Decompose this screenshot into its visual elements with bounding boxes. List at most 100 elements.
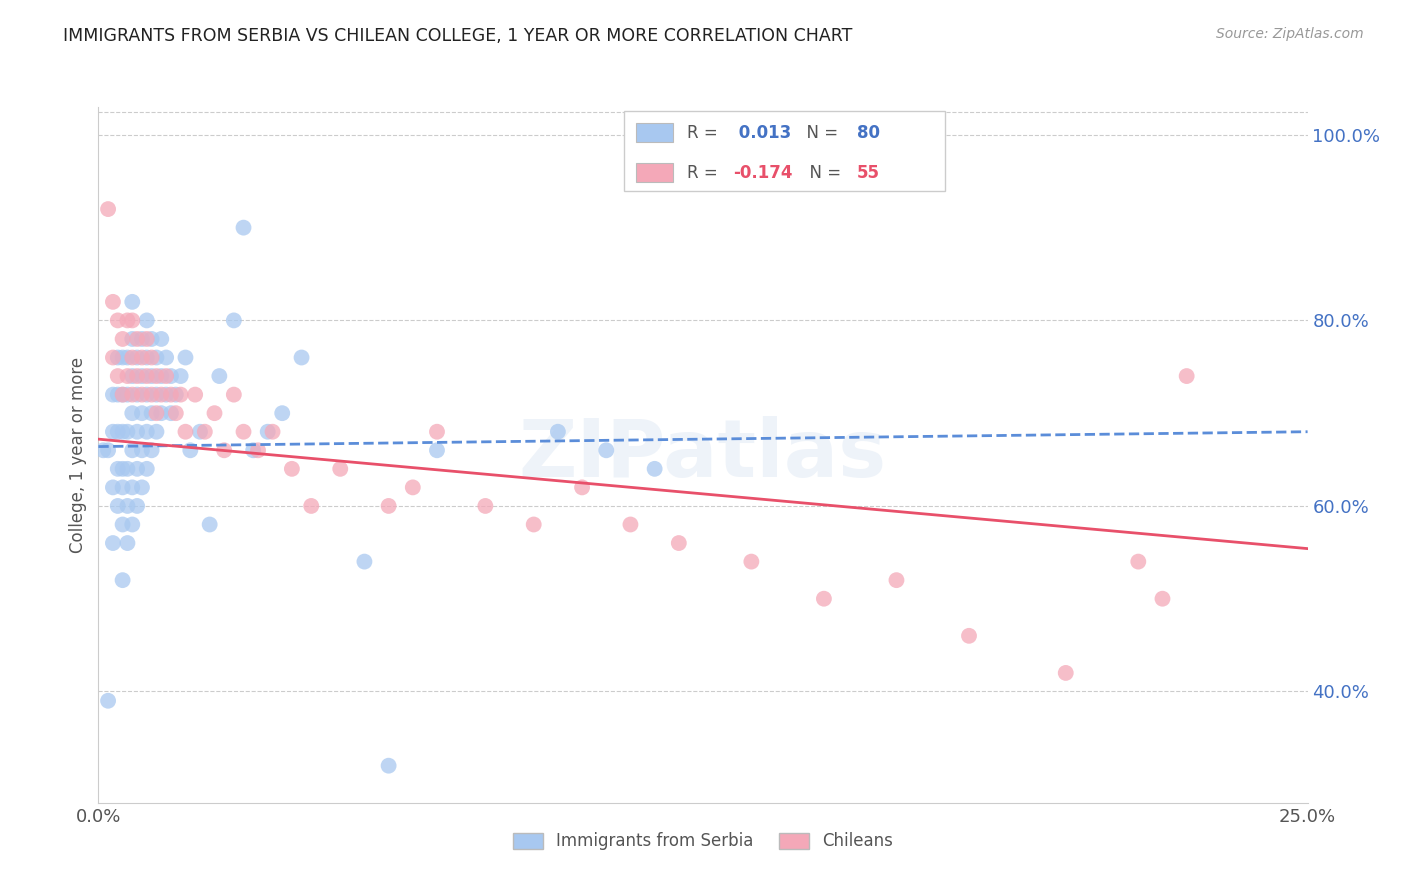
Point <box>107 462 129 476</box>
Point <box>1175 369 1198 384</box>
Point <box>117 425 139 439</box>
Point <box>1128 555 1150 569</box>
Point <box>155 351 177 365</box>
Point <box>194 425 217 439</box>
Text: -0.174: -0.174 <box>734 163 793 182</box>
Point <box>426 425 449 439</box>
Point <box>101 536 124 550</box>
Point <box>169 387 191 401</box>
Point <box>127 425 149 439</box>
Point <box>184 387 207 401</box>
Y-axis label: College, 1 year or more: College, 1 year or more <box>69 357 87 553</box>
Point <box>117 369 139 384</box>
Point <box>204 406 226 420</box>
Point <box>150 332 173 346</box>
Point <box>117 313 139 327</box>
Point <box>957 629 980 643</box>
Point <box>160 369 183 384</box>
Point <box>619 517 641 532</box>
FancyBboxPatch shape <box>624 111 945 191</box>
Point <box>644 462 666 476</box>
Point <box>141 332 163 346</box>
Point <box>135 425 157 439</box>
Point <box>208 369 231 384</box>
Text: 80: 80 <box>856 123 880 142</box>
Point <box>121 517 143 532</box>
Point <box>135 351 157 365</box>
Point <box>271 406 294 420</box>
Point <box>107 313 129 327</box>
Point <box>141 387 163 401</box>
Text: N =: N = <box>796 123 844 142</box>
Point <box>117 499 139 513</box>
Point <box>222 387 245 401</box>
Point <box>111 332 134 346</box>
Point <box>141 406 163 420</box>
Point <box>117 462 139 476</box>
Point <box>145 406 167 420</box>
Point <box>523 517 546 532</box>
Point <box>131 369 153 384</box>
Point <box>402 480 425 494</box>
Point <box>127 369 149 384</box>
Point <box>198 517 221 532</box>
Point <box>1054 665 1077 680</box>
Point <box>426 443 449 458</box>
Point <box>101 294 124 309</box>
Point <box>145 387 167 401</box>
Point <box>247 443 270 458</box>
Text: ZIPatlas: ZIPatlas <box>519 416 887 494</box>
Text: IMMIGRANTS FROM SERBIA VS CHILEAN COLLEGE, 1 YEAR OR MORE CORRELATION CHART: IMMIGRANTS FROM SERBIA VS CHILEAN COLLEG… <box>63 27 852 45</box>
Point <box>160 387 183 401</box>
Point <box>131 443 153 458</box>
Point <box>131 351 153 365</box>
Point <box>160 406 183 420</box>
Point <box>97 202 120 216</box>
Point <box>127 351 149 365</box>
Point <box>668 536 690 550</box>
Point <box>107 387 129 401</box>
Point <box>111 387 134 401</box>
Point <box>131 332 153 346</box>
Legend: Immigrants from Serbia, Chileans: Immigrants from Serbia, Chileans <box>506 826 900 857</box>
Point <box>281 462 304 476</box>
Point <box>150 387 173 401</box>
Point <box>242 443 264 458</box>
Point <box>813 591 835 606</box>
Point <box>111 573 134 587</box>
Point <box>127 387 149 401</box>
Point <box>232 425 254 439</box>
Point <box>222 313 245 327</box>
Point <box>111 480 134 494</box>
Point <box>141 351 163 365</box>
Text: R =: R = <box>688 163 723 182</box>
Point <box>117 351 139 365</box>
Point <box>135 332 157 346</box>
Point <box>299 499 322 513</box>
Point <box>131 387 153 401</box>
Point <box>145 425 167 439</box>
Point <box>571 480 593 494</box>
Point <box>121 387 143 401</box>
Text: N =: N = <box>799 163 846 182</box>
Text: Source: ZipAtlas.com: Source: ZipAtlas.com <box>1216 27 1364 41</box>
Point <box>141 369 163 384</box>
Point <box>97 694 120 708</box>
Point <box>135 387 157 401</box>
Text: R =: R = <box>688 123 723 142</box>
Point <box>107 369 129 384</box>
Point <box>353 555 375 569</box>
Point <box>111 517 134 532</box>
Point <box>377 758 399 772</box>
Point <box>135 369 157 384</box>
Point <box>150 369 173 384</box>
Text: 55: 55 <box>856 163 880 182</box>
Point <box>91 443 114 458</box>
Point <box>165 406 187 420</box>
Point <box>117 536 139 550</box>
Point <box>145 369 167 384</box>
Point <box>101 480 124 494</box>
Point <box>131 480 153 494</box>
Point <box>117 387 139 401</box>
Point <box>179 443 201 458</box>
